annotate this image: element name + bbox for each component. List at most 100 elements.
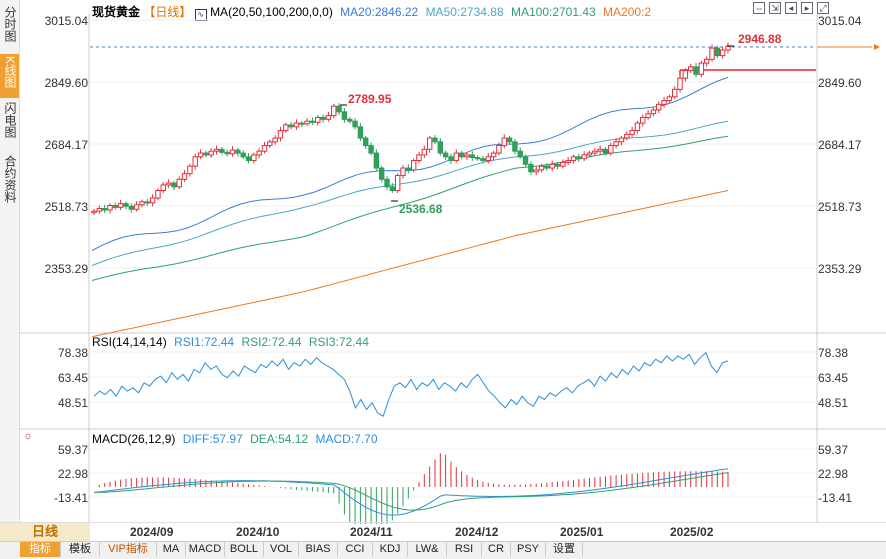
candle-body: [155, 190, 161, 199]
price-tick-right: 2684.17: [818, 138, 862, 152]
zoom-out-icon[interactable]: ⇔: [753, 2, 765, 14]
tab-boll[interactable]: BOLL: [225, 542, 264, 557]
symbol-name: 现货黄金: [92, 5, 141, 19]
tab-indicators[interactable]: 指标: [20, 542, 61, 557]
tab-contract-info[interactable]: 合约资料: [0, 155, 19, 213]
tab-ma[interactable]: MA: [157, 542, 186, 557]
zoom-in-icon[interactable]: ⇲: [769, 2, 781, 14]
candle-body: [304, 120, 310, 125]
candle-body: [320, 116, 326, 120]
rsi3-value: RSI3:72.44: [308, 335, 369, 349]
candle-body: [464, 154, 470, 158]
macd-header: MACD(26,12,9) DIFF:57.97 DEA:54.12 MACD:…: [92, 432, 378, 446]
tab-lw[interactable]: LW&: [408, 542, 447, 557]
candle-body: [373, 152, 380, 169]
macd-tick-left: -13.41: [53, 491, 88, 505]
arrow-left-icon[interactable]: ◂: [785, 2, 797, 14]
candle-body: [213, 148, 220, 152]
tab-time-chart[interactable]: 分时图: [0, 6, 19, 46]
date-tick: 2025/02: [670, 525, 714, 539]
candle-body: [112, 205, 119, 208]
candle-body: [133, 204, 140, 210]
candle-body: [522, 156, 529, 165]
candle-body: [256, 150, 262, 156]
kline-chart[interactable]: [0, 0, 886, 524]
left-tab-bar: 分时图 K线图 闪电图 合约资料: [0, 0, 20, 524]
candle-body: [719, 49, 726, 57]
date-axis: [0, 522, 886, 543]
tab-cr[interactable]: CR: [482, 542, 511, 557]
tab-rsi[interactable]: RSI: [447, 542, 482, 557]
tab-templates[interactable]: 模板: [61, 542, 100, 557]
tab-macd[interactable]: MACD: [186, 542, 225, 557]
candle-body: [565, 160, 571, 163]
ma-lines: [91, 76, 729, 338]
candle-body: [405, 167, 412, 171]
tab-kdj[interactable]: KDJ: [373, 542, 408, 557]
macd-diff: DIFF:57.97: [182, 432, 243, 446]
candle-body: [714, 47, 721, 57]
rsi-header: RSI(14,14,14) RSI1:72.44 RSI2:72.44 RSI3…: [92, 335, 369, 349]
rsi1-value: RSI1:72.44: [174, 335, 235, 349]
candle-body: [672, 88, 678, 98]
tab-psy[interactable]: PSY: [511, 542, 546, 557]
candle-body: [293, 122, 300, 128]
annotation-low: 2536.68: [399, 202, 443, 216]
candle-body: [517, 150, 523, 158]
candle-body: [581, 154, 587, 160]
candle-body: [437, 141, 444, 154]
tab-settings[interactable]: 设置: [546, 542, 583, 557]
macd-tick-right: 59.37: [818, 443, 849, 457]
tab-vol[interactable]: VOL: [264, 542, 299, 557]
candle-body: [235, 149, 241, 154]
grid-lines: [90, 19, 816, 269]
period-button[interactable]: 日线: [0, 523, 90, 541]
macd-tick-right: 22.98: [818, 467, 849, 481]
candle-body: [661, 100, 667, 105]
price-tick-left: 2518.73: [44, 200, 88, 214]
candle-body: [597, 148, 603, 152]
tab-bias[interactable]: BIAS: [299, 542, 338, 557]
candle-body: [91, 210, 97, 214]
macd-params: MACD(26,12,9): [92, 432, 176, 446]
candle-body: [458, 152, 465, 158]
candle-body: [123, 203, 129, 207]
tab-vip-indicators[interactable]: VIP指标: [100, 542, 157, 557]
candle-body: [128, 205, 134, 210]
date-tick: 2024/09: [130, 525, 174, 539]
tab-cci[interactable]: CCI: [338, 542, 373, 557]
date-tick: 2025/01: [560, 525, 604, 539]
candle-body: [650, 109, 657, 115]
rsi-tick-left: 63.45: [57, 371, 88, 385]
candle-body: [570, 156, 577, 162]
candle-body: [618, 137, 625, 143]
rsi-tick-left: 78.38: [57, 346, 88, 360]
macd-tick-left: 22.98: [57, 467, 88, 481]
candle-body: [703, 58, 710, 64]
ma50-value: MA50:2734.88: [425, 5, 504, 19]
candle-body: [176, 178, 182, 188]
candle-body: [394, 175, 401, 192]
candle-body: [261, 145, 268, 152]
candle-body: [538, 165, 545, 171]
candle-body: [474, 157, 481, 160]
ma50-line: [91, 120, 729, 266]
candle-body: [576, 156, 582, 160]
macd-value: MACD:7.70: [315, 432, 378, 446]
candle-body: [469, 154, 475, 159]
candle-body: [506, 137, 513, 143]
candle-body: [549, 163, 555, 169]
settings-sun-icon[interactable]: ☼: [23, 430, 34, 442]
macd-tick-left: 59.37: [57, 443, 88, 457]
candle-body: [416, 154, 422, 162]
macd-tick-right: -13.41: [818, 491, 853, 505]
arrow-right-icon[interactable]: ▸: [801, 2, 813, 14]
tab-kline-chart[interactable]: K线图: [0, 54, 19, 98]
tab-flash-chart[interactable]: 闪电图: [0, 102, 19, 146]
candle-body: [485, 156, 491, 162]
candle-body: [490, 152, 497, 158]
expand-icon[interactable]: ⤢: [817, 2, 829, 14]
candle-body: [107, 205, 113, 211]
candle-body: [634, 122, 641, 132]
candle-body: [315, 116, 321, 123]
